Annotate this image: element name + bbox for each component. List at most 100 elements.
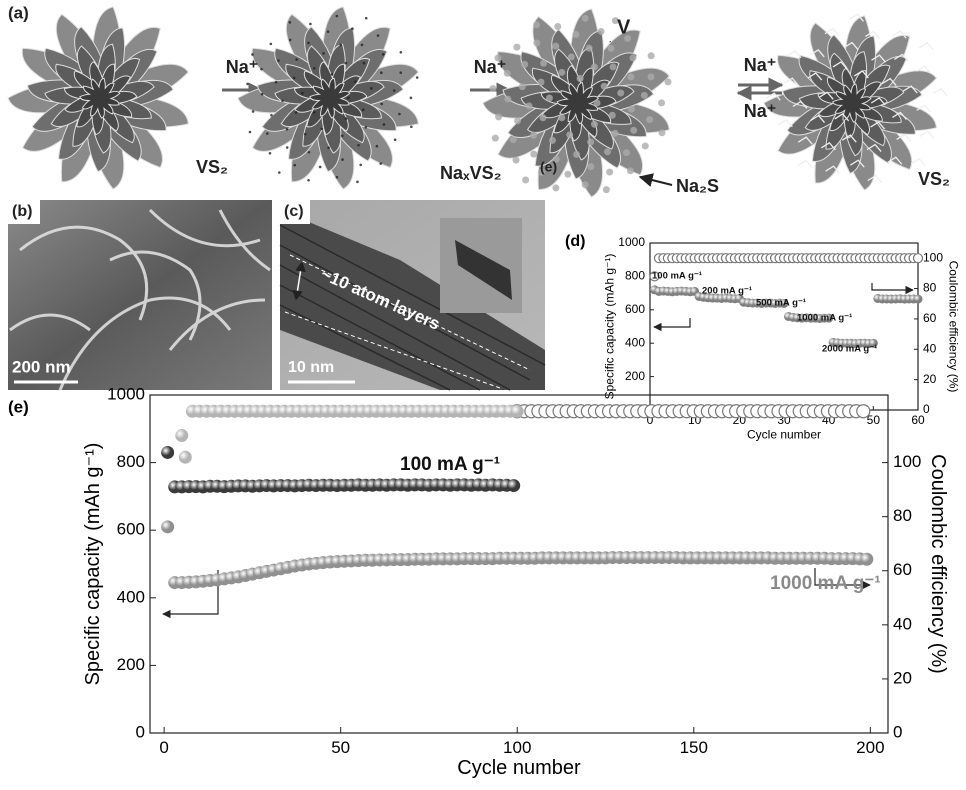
na2s-spot bbox=[646, 116, 653, 123]
y2-tick-label: 0 bbox=[923, 402, 930, 416]
data-circle bbox=[914, 254, 923, 263]
label: (b) bbox=[12, 203, 32, 220]
na2s-spot bbox=[537, 79, 544, 86]
na-dot bbox=[293, 76, 296, 79]
na2s-spot bbox=[617, 90, 624, 97]
flower bbox=[483, 9, 671, 197]
na2s-spot bbox=[630, 127, 637, 134]
label: 200 nm bbox=[12, 357, 71, 376]
na-dot bbox=[304, 133, 307, 136]
na-dot bbox=[383, 123, 386, 126]
label: Na₂S bbox=[676, 176, 719, 196]
y-axis-title: Specific capacity (mAh g⁻¹) bbox=[603, 254, 617, 400]
y2-tick-label: 40 bbox=[923, 341, 937, 355]
data-sphere bbox=[179, 451, 192, 464]
na-dot bbox=[269, 152, 272, 155]
label: V bbox=[617, 16, 631, 38]
na-dot bbox=[252, 110, 255, 113]
na2s-spot bbox=[627, 167, 634, 174]
axis-pointer bbox=[872, 283, 913, 290]
y2-tick-label: 20 bbox=[893, 668, 912, 687]
y2-tick-label: 60 bbox=[923, 311, 937, 325]
label: (a) bbox=[8, 3, 29, 22]
x-tick-label: 50 bbox=[331, 738, 350, 757]
na2s-spot bbox=[540, 60, 547, 67]
na-dot bbox=[365, 126, 368, 129]
na2s-spot bbox=[573, 151, 580, 158]
na-dot bbox=[410, 126, 413, 129]
y-tick-label: 400 bbox=[117, 587, 145, 606]
na-dot bbox=[286, 146, 289, 149]
y-tick-label: 600 bbox=[625, 302, 645, 316]
y2-tick-label: 60 bbox=[893, 560, 912, 579]
y2-tick-label: 100 bbox=[893, 452, 921, 471]
na-dot bbox=[289, 39, 292, 42]
na-dot bbox=[307, 42, 310, 45]
na-dot bbox=[319, 166, 322, 169]
na-dot bbox=[307, 179, 310, 182]
na2s-spot bbox=[642, 143, 649, 150]
na-dot bbox=[377, 34, 380, 37]
label: VS₂ bbox=[196, 157, 228, 177]
na2s-spot bbox=[514, 117, 521, 124]
na2s-spot bbox=[612, 130, 619, 137]
na-dot bbox=[295, 111, 298, 114]
data-sphere bbox=[914, 295, 923, 304]
na2s-spot bbox=[623, 149, 630, 156]
na-dot bbox=[327, 30, 330, 33]
na2s-spot bbox=[522, 176, 529, 183]
y-axis-title: Specific capacity (mAh g⁻¹) bbox=[82, 443, 104, 686]
annotation: 500 mA g⁻¹ bbox=[756, 298, 806, 309]
na-dot bbox=[327, 147, 330, 150]
na2s-spot bbox=[510, 136, 517, 143]
na2s-spot bbox=[664, 78, 671, 85]
na-dot bbox=[277, 59, 280, 62]
y2-tick-label: 100 bbox=[923, 250, 943, 264]
na2s-spot bbox=[492, 135, 499, 142]
data-sphere bbox=[175, 429, 188, 442]
axis-pointer bbox=[654, 318, 690, 327]
y-tick-label: 1000 bbox=[618, 235, 645, 249]
na2s-spot bbox=[558, 114, 565, 121]
y2-tick-label: 0 bbox=[893, 722, 902, 741]
annotation: 1000 mA g⁻¹ bbox=[770, 573, 881, 594]
na-dot bbox=[321, 128, 324, 131]
na-dot bbox=[398, 113, 401, 116]
na2s-spot bbox=[658, 129, 665, 136]
na-dot bbox=[357, 144, 360, 147]
na-dot bbox=[341, 134, 344, 137]
crack bbox=[798, 160, 812, 167]
na-dot bbox=[270, 114, 273, 117]
label: NaₓVS₂ bbox=[440, 163, 502, 183]
crack bbox=[778, 120, 792, 127]
na2s-spot bbox=[582, 15, 589, 22]
pointer bbox=[640, 177, 672, 185]
label: (e) bbox=[540, 159, 557, 175]
na2s-spot bbox=[587, 163, 594, 170]
na-dot bbox=[347, 97, 350, 100]
y-tick-label: 600 bbox=[117, 520, 145, 539]
na-dot bbox=[293, 164, 296, 167]
na-dot bbox=[246, 83, 249, 86]
na-dot bbox=[410, 97, 413, 100]
crack bbox=[919, 43, 933, 50]
x-tick-label: 200 bbox=[856, 738, 884, 757]
na-dot bbox=[362, 109, 365, 112]
na-dot bbox=[251, 53, 254, 56]
na2s-spot bbox=[504, 96, 511, 103]
na2s-spot bbox=[566, 131, 573, 138]
na2s-spot bbox=[558, 69, 565, 76]
na-dot bbox=[308, 151, 311, 154]
crack bbox=[933, 89, 947, 96]
na-dot bbox=[382, 53, 385, 56]
x-axis-title: Cycle number bbox=[747, 427, 821, 441]
x-tick-label: 0 bbox=[159, 738, 168, 757]
na2s-spot bbox=[552, 43, 559, 50]
label: Na⁺ bbox=[474, 57, 507, 77]
na-dot bbox=[289, 21, 292, 24]
annotation: 100 mA g⁻¹ bbox=[652, 271, 702, 282]
na-dot bbox=[270, 43, 273, 46]
annotation: 1000 mA g⁻¹ bbox=[797, 313, 852, 324]
na-dot bbox=[281, 99, 284, 102]
na-dot bbox=[399, 71, 402, 74]
